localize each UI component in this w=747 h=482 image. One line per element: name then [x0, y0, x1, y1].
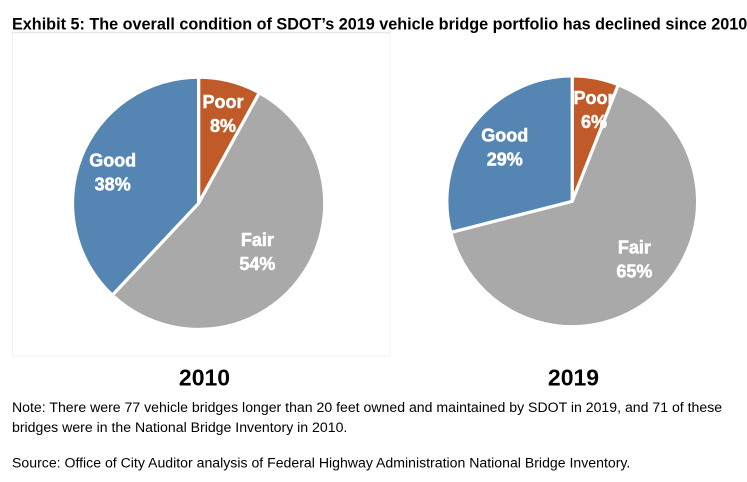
svg-text:Good: Good: [89, 151, 136, 171]
svg-text:54%: 54%: [239, 254, 275, 274]
svg-text:Note: There were 77 vehicle br: Note: There were 77 vehicle bridges long…: [12, 399, 722, 415]
svg-text:Good: Good: [481, 126, 528, 146]
svg-text:6%: 6%: [581, 112, 607, 132]
svg-text:2019: 2019: [548, 365, 599, 391]
svg-text:Fair: Fair: [618, 238, 651, 258]
svg-text:65%: 65%: [616, 262, 652, 282]
svg-text:Exhibit 5: The overall conditi: Exhibit 5: The overall condition of SDOT…: [12, 15, 747, 33]
svg-text:bridges were in the National B: bridges were in the National Bridge Inve…: [12, 419, 347, 435]
svg-text:Poor: Poor: [202, 92, 243, 112]
svg-text:2010: 2010: [179, 365, 230, 391]
svg-text:8%: 8%: [210, 116, 236, 136]
svg-text:Source: Office of City Auditor: Source: Office of City Auditor analysis …: [12, 455, 630, 471]
svg-text:Poor: Poor: [573, 88, 614, 108]
svg-text:29%: 29%: [487, 150, 523, 170]
svg-text:38%: 38%: [95, 175, 131, 195]
svg-text:Fair: Fair: [241, 230, 274, 250]
